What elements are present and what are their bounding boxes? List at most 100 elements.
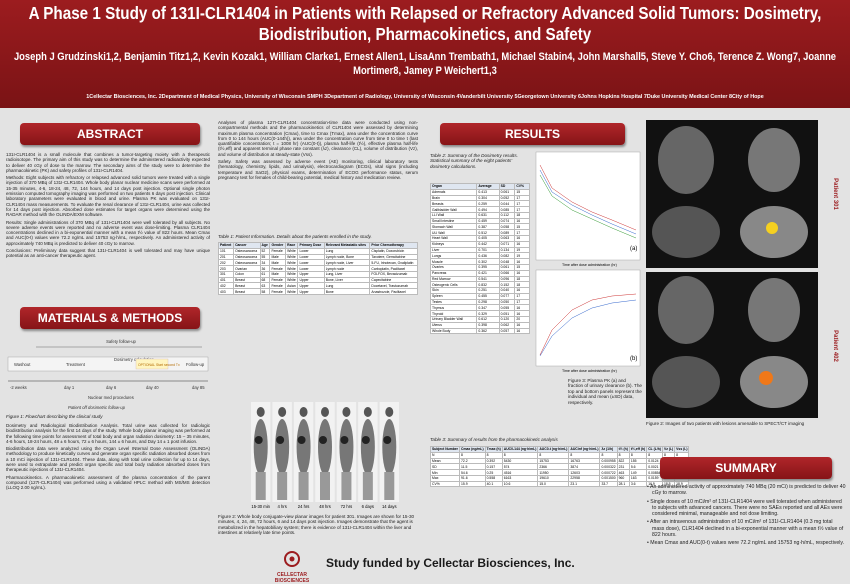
cell: 0.048 [498, 258, 516, 265]
body-shadow [253, 419, 268, 475]
cell: 0.392 [484, 457, 503, 465]
table-row: Uterus 0.398 0.062 16 [429, 321, 530, 329]
body-shadow [275, 419, 290, 475]
cell: 36 [259, 265, 271, 272]
cell: 0.120 [498, 315, 516, 323]
body-shadow [339, 419, 354, 475]
cell: Osteosarcoma [233, 253, 261, 261]
table-row: Organ Average SD CV% [429, 183, 530, 190]
table-row: 202 Osteosarcoma 34 Male White Lower Lymph nod… [217, 259, 418, 267]
cell: Lymph node, Liver [323, 259, 371, 267]
cell: 18 [514, 281, 530, 289]
header-cell: Tmax (h) [484, 446, 503, 453]
cell: 16 [514, 327, 530, 335]
axis-label: Time after dose administration (hr) [562, 263, 617, 267]
cell: 0.066 [498, 269, 516, 277]
cell: 0.057 [498, 327, 516, 335]
cell: 34 [259, 259, 271, 267]
flow-label: day 6 [106, 385, 117, 390]
table-row: Urinary Bladder Wall 0.612 0.120 20 [429, 315, 530, 323]
flow-label: Patient off dosimetric follow-up [68, 405, 126, 410]
cell: Asian [285, 282, 299, 290]
body-shadow [256, 407, 265, 417]
cell: Breast [233, 288, 261, 296]
cell: 40.1 [484, 480, 503, 488]
legs [298, 472, 309, 500]
flowchart-group: Safety follow-up Washout Treatment Dosim… [7, 339, 209, 410]
figure-caption: Figure 3: Plasma PK (a) and fraction of … [568, 378, 642, 405]
table-row: Lungs 0.436 0.082 19 [429, 252, 530, 260]
flow-box [135, 358, 169, 370]
figure-caption: Figure 2: Images of two patients with le… [646, 421, 805, 426]
cell: Bone [323, 288, 371, 296]
cell: 0.040 [498, 287, 516, 294]
panel-label: (a) [630, 246, 637, 252]
flow-label: Follow-up [186, 362, 205, 367]
time-label: 14 days [382, 504, 397, 509]
table: Patient Cancer Age Gender Race Primary Dose Re… [217, 242, 418, 296]
legs [277, 472, 288, 500]
bullet-text: After an intravenous administration of 1… [649, 519, 844, 539]
cell: 18 [514, 275, 530, 283]
curve [539, 169, 637, 235]
bullet: • After an intravenous administration of… [647, 519, 844, 539]
header-cell: t½ (h) [616, 446, 630, 453]
cell: 58 [259, 288, 271, 296]
cell: 16 [514, 287, 530, 294]
table-caption: Table 2: Summary of the Dosimetry result… [430, 153, 518, 169]
cell: Whole Body [429, 327, 478, 335]
table-1: Patient Cancer Age Gender Race Primary Dose Re… [217, 242, 418, 296]
curve [539, 299, 637, 357]
cell: 5.6 [628, 463, 648, 471]
cell: White [285, 253, 299, 261]
time-label: 48 hrs [319, 504, 331, 509]
cell: 0.077 [498, 292, 516, 300]
image [748, 128, 800, 192]
logo-text: CELLECTAR BIOSCIENCES [274, 572, 310, 584]
cell: Colon [233, 270, 261, 278]
cell: 0.051 [498, 310, 516, 317]
legs [362, 472, 373, 500]
legs [341, 472, 352, 500]
cell: 15.0 [537, 480, 570, 488]
cell: Upper [297, 282, 325, 290]
table-caption: Table 1: Patient Information. Details ab… [218, 234, 372, 239]
cell: 55 [259, 253, 271, 261]
table-row: Thyroid 0.329 0.051 16 [429, 310, 530, 317]
cell: 16 [514, 269, 530, 277]
cell: 0.558 [484, 474, 503, 482]
time-label: 6 days [362, 504, 374, 509]
flow-label: Dosimetry calculation [114, 357, 154, 362]
cell: 16 [514, 321, 530, 329]
cell: 0.298 [476, 298, 500, 306]
paragraph: Methods: Eight subjects with refractory … [6, 175, 210, 218]
flow-label: OPTIONAL Start second Tx [138, 363, 180, 367]
flow-label: day 1 [64, 385, 75, 390]
table-row: Subject Number Cmax (ng/mL) Tmax (h) AUC0-1… [430, 446, 690, 453]
liver-uptake [276, 436, 285, 444]
flow-label: Washout [14, 362, 31, 367]
cell: Upper [297, 270, 325, 278]
bullet-text: Mean Cmax and AUC(0-t) values were 72.2 … [650, 540, 845, 547]
cell: N [430, 451, 460, 459]
funding: Study funded by Cellectar Biosciences, I… [326, 556, 575, 570]
planar-images: 15-30 min 4 hrs 24 hrs 48 hrs 72 hrs 6 days 14… [251, 402, 399, 509]
liver-uptake [340, 436, 349, 444]
liver-uptake [383, 436, 392, 444]
cell: Lymph node, Bone [323, 253, 371, 261]
cell: 0.050 [498, 298, 516, 306]
cell: 155 [628, 457, 648, 465]
cell: 231 [616, 463, 630, 471]
flow-label: Treatment [66, 362, 86, 367]
cell: 61 [259, 270, 271, 278]
methods-text: Dosimetry and Radiological Biodistributi… [6, 423, 210, 493]
plot-frame [535, 151, 641, 261]
flowchart: Safety follow-up Washout Treatment Dosim… [7, 339, 209, 410]
body-shadow [385, 407, 394, 417]
cell: 0.421 [476, 269, 500, 277]
body-shadow [321, 407, 329, 417]
image [652, 356, 720, 408]
cell: 0.362 [476, 327, 500, 335]
